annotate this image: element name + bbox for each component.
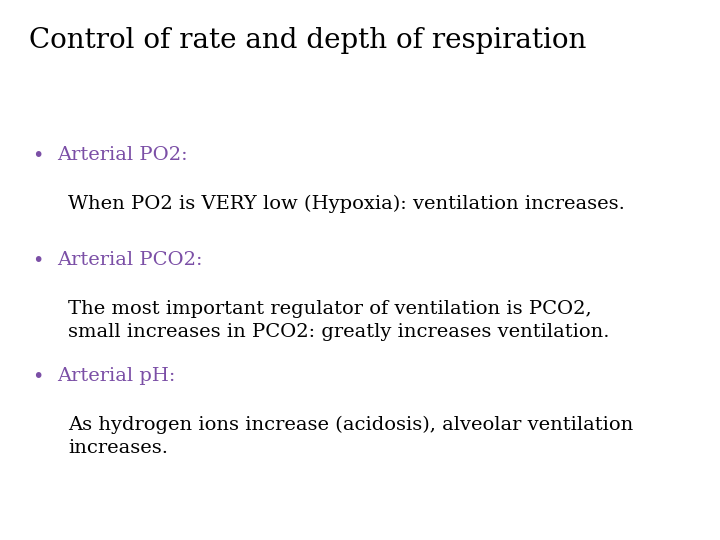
Text: •: • (32, 251, 44, 270)
Text: When PO2 is VERY low (Hypoxia): ventilation increases.: When PO2 is VERY low (Hypoxia): ventilat… (68, 194, 625, 213)
Text: Arterial pH:: Arterial pH: (58, 367, 176, 385)
Text: Arterial PCO2:: Arterial PCO2: (58, 251, 203, 269)
Text: •: • (32, 367, 44, 386)
Text: As hydrogen ions increase (acidosis), alveolar ventilation
increases.: As hydrogen ions increase (acidosis), al… (68, 416, 634, 457)
Text: •: • (32, 146, 44, 165)
Text: Arterial PO2:: Arterial PO2: (58, 146, 188, 164)
Text: Control of rate and depth of respiration: Control of rate and depth of respiration (29, 27, 586, 54)
Text: The most important regulator of ventilation is PCO2,
small increases in PCO2: gr: The most important regulator of ventilat… (68, 300, 610, 341)
